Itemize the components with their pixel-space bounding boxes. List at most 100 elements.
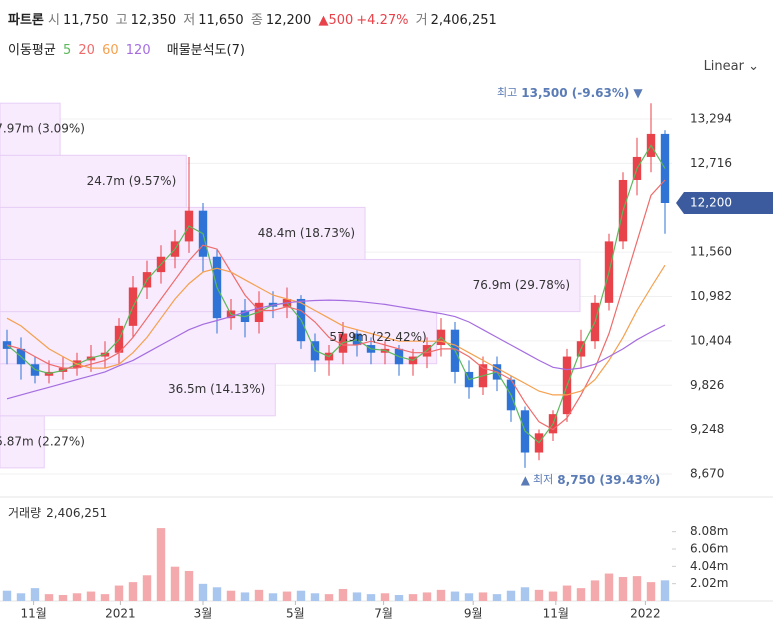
value: 11,650 (198, 13, 244, 28)
y-tick-label: 9,248 (690, 422, 724, 436)
candle-body (450, 329, 460, 372)
x-tick-label: 5월 (286, 607, 305, 621)
candle-body (324, 352, 334, 361)
candle-body (254, 302, 264, 323)
candle-body (282, 298, 292, 307)
volume-bar (212, 587, 222, 601)
volume-bar (72, 593, 82, 601)
candle-body (156, 256, 166, 273)
ma: 5 (62, 43, 72, 58)
y-tick-label: 13,294 (690, 112, 732, 126)
candle-body (506, 379, 516, 411)
candle-body (128, 287, 138, 326)
candle-body (72, 360, 82, 369)
profile-label: 48.4m (18.73%) (258, 226, 355, 240)
candle-body (394, 348, 404, 365)
price-tag-label: 12,200 (690, 196, 732, 210)
candle-body (86, 356, 96, 361)
volume-bar (30, 588, 40, 601)
arrow: ▲ (521, 472, 531, 486)
volume-bar (226, 590, 236, 601)
y-tick-label: 9,826 (690, 378, 724, 392)
ma: 60 (102, 43, 119, 58)
volume-bar (422, 592, 432, 601)
y-tick-label: 11,560 (690, 245, 732, 259)
candle-body (380, 348, 390, 353)
min-marker: ▲ 최저 8,750 (39.43%) (521, 472, 661, 486)
x-tick-label: 11월 (543, 607, 569, 621)
volume-bar (576, 588, 586, 601)
volume-bar (156, 528, 166, 601)
candle-body (548, 414, 558, 434)
volume-tick-label: 4.04m (690, 559, 728, 573)
x-tick-label: 9월 (464, 607, 483, 621)
profile-label: 76.9m (29.78%) (473, 278, 570, 292)
ma-line (6, 144, 666, 444)
volume-bar (170, 566, 180, 601)
candle-body (170, 241, 180, 257)
y-tick-label: 10,982 (690, 289, 732, 303)
x-tick-label: 2021 (105, 607, 136, 621)
volume-bar (240, 592, 250, 601)
profile-bar (0, 154, 187, 208)
value: 12,350 (130, 13, 177, 28)
ma-label[interactable]: 이동평균 (8, 43, 56, 58)
candles (2, 103, 670, 468)
profile-label[interactable]: 매물분석도(7) (166, 43, 245, 58)
profile-bar (0, 415, 45, 469)
price-tag (676, 192, 773, 215)
profile-bar (0, 206, 366, 260)
profile-label: 36.5m (14.13%) (168, 382, 265, 396)
volume-bar (408, 594, 418, 601)
volume-bar (534, 589, 544, 601)
volume-bar (506, 590, 516, 601)
volume-bar (338, 588, 348, 601)
candle-body (646, 133, 656, 157)
candle-body (240, 310, 250, 323)
volume-bar (590, 580, 600, 601)
volume-bar (296, 590, 306, 601)
candle-body (366, 345, 376, 353)
volume-bar (352, 592, 362, 601)
profile-bar (0, 102, 61, 156)
candle-body (268, 302, 278, 307)
volume-bar (114, 585, 124, 601)
volume-bar (478, 592, 488, 601)
candle-body (352, 333, 362, 346)
volume-bar (324, 594, 334, 601)
candle-body (576, 341, 586, 357)
profile-bar (0, 363, 276, 417)
candle-body (436, 329, 446, 346)
volume-bar (562, 585, 572, 601)
candle-body (408, 356, 418, 365)
volume-bar (464, 593, 474, 601)
candle-body (100, 352, 110, 357)
label: 거 (415, 13, 428, 28)
volume-bar (44, 594, 54, 601)
candle-body (30, 364, 40, 376)
volume-bar (646, 582, 656, 601)
volume-bar (548, 591, 558, 601)
volume-bar (86, 591, 96, 601)
profile-bar (0, 258, 581, 313)
volume-bar (282, 591, 292, 601)
volume-bar (16, 593, 26, 601)
x-tick-label: 2022 (630, 607, 661, 621)
profile-label: 24.7m (9.57%) (87, 174, 177, 188)
x-tick-label: 11월 (20, 607, 46, 621)
volume-bar (184, 570, 194, 601)
scale-button[interactable]: Linear ⌄ (703, 59, 759, 74)
change: ▲500 (318, 13, 354, 28)
value: 12,200 (265, 13, 312, 28)
value: 11,750 (63, 13, 109, 28)
candle-body (296, 298, 306, 342)
candle-body (310, 341, 320, 361)
candle-body (226, 310, 236, 319)
volume-bar (100, 594, 110, 601)
candle-body (338, 333, 348, 353)
volume-bar (394, 594, 404, 601)
volume-title-label: 거래량 (8, 506, 41, 520)
profile-label: 57.9m (22.42%) (329, 330, 426, 344)
